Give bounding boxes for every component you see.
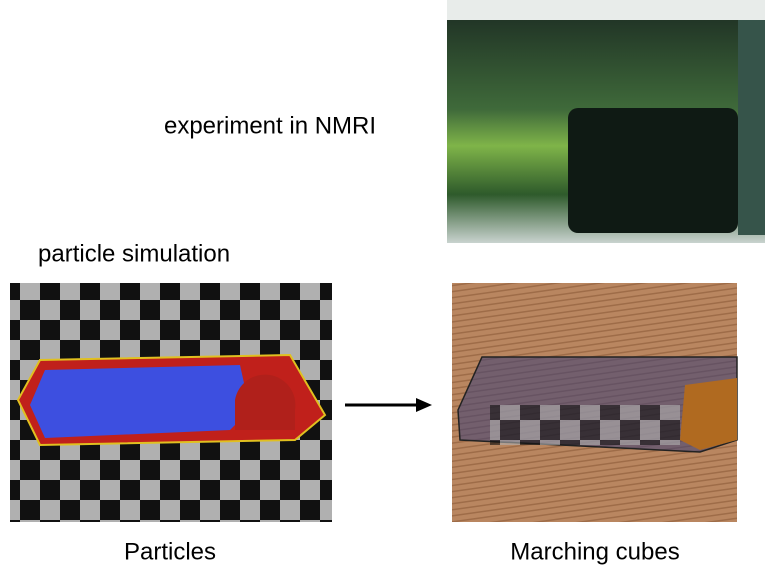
particles-image <box>10 283 332 522</box>
simulation-label: particle simulation <box>38 240 230 267</box>
figure: experiment in NMRI particle simulation P… <box>0 0 765 574</box>
page: experiment in NMRI particle simulation P… <box>0 0 765 574</box>
particles-caption: Particles <box>124 538 216 565</box>
marching-cubes-image <box>452 283 737 522</box>
nmri-photo <box>447 0 765 243</box>
marching-cubes-caption: Marching cubes <box>510 538 679 565</box>
arrow <box>345 398 432 412</box>
experiment-label: experiment in NMRI <box>164 112 376 139</box>
